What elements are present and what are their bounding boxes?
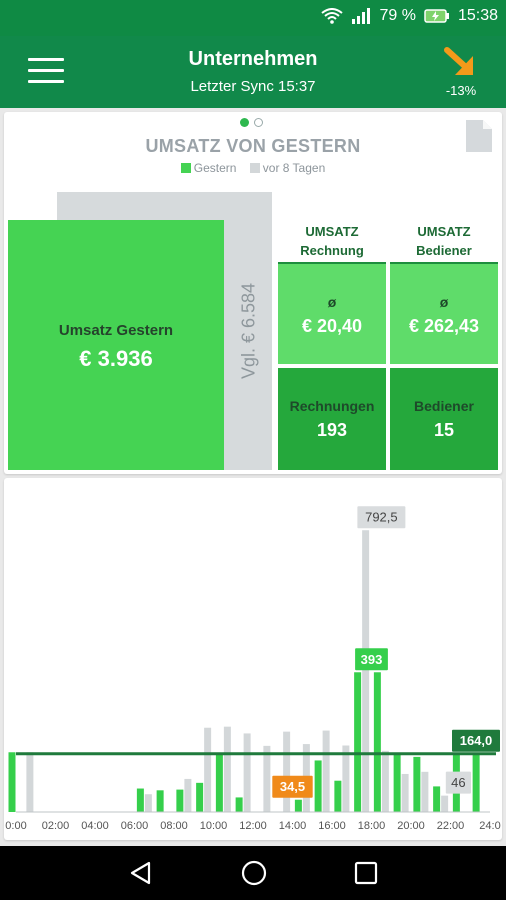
wifi-icon [321,8,344,24]
bar-vor-8-tagen [441,795,449,812]
bar-gestern [8,752,16,812]
col-header-rechnung: UMSATZ Rechnung [300,224,364,258]
x-tick-label: 20:00 [397,820,425,832]
sync-status: Letzter Sync 15:37 [190,78,316,95]
revenue-yesterday-label: Umsatz Gestern [58,322,174,339]
summary-title: UMSATZ VON GESTERN [145,136,361,156]
x-tick-label: 0:00 [5,820,26,832]
data-label-box [272,775,313,798]
page-indicator [240,118,263,127]
hourly-chart-card[interactable]: 0:00 02:00 04:00 06:00 08:00 10:00 12:00 14:00 1… [4,478,502,840]
page-dot-inactive [254,118,263,127]
bar-vor-8-tagen [144,794,152,812]
bar-gestern [294,799,302,812]
col-divider [390,262,498,264]
hourly-revenue-chart: 0:00 02:00 04:00 06:00 08:00 10:00 12:00 14:00 1… [5,506,501,832]
bar-gestern [334,780,342,812]
data-label-box [357,506,406,529]
bar-vor-8-tagen [381,750,389,812]
x-tick-label: 08:00 [160,820,188,832]
bar-vor-8-tagen [401,773,409,812]
back-icon[interactable] [128,860,154,886]
x-tick-label: 06:00 [121,820,149,832]
app-bar: Unternehmen Letzter Sync 15:37 -13% [0,36,506,108]
bar-vor-8-tagen [421,771,429,812]
bar-gestern [393,752,401,812]
x-tick-label: 18:00 [358,820,386,832]
bar-vor-8-tagen [342,745,350,812]
data-label: 46 [451,775,465,790]
col-divider [278,262,386,264]
x-tick-label: 22:00 [437,820,465,832]
data-label-box [355,648,388,671]
bar-gestern [413,756,421,812]
col-header-bediener: UMSATZ Bediener [416,224,472,258]
clock: 15:38 [457,7,498,24]
bar-gestern [196,782,204,812]
x-tick-label: 10:00 [200,820,228,832]
bar-gestern [373,672,381,812]
bar-vor-8-tagen [26,752,34,812]
data-label: 164,0 [460,733,493,748]
bar-gestern [215,752,223,812]
legend-item-vor-8-tagen: vor 8 Tagen [249,161,325,175]
bar-gestern [354,672,362,812]
bar-gestern [433,786,441,812]
summary-card[interactable]: UMSATZ VON GESTERN Gestern vor 8 Tagen U… [4,112,502,474]
bar-gestern [235,797,243,812]
bar-gestern [314,760,322,812]
signal-icon [352,8,371,24]
data-label: 393 [361,652,383,667]
legend-item-gestern: Gestern [180,161,236,175]
bar-vor-8-tagen [223,726,231,812]
bar-gestern [176,789,184,812]
invoices-count-tile: Rechnungen 193 [278,368,386,470]
x-tick-label: 24:0 [479,820,500,832]
bar-vor-8-tagen [204,727,212,812]
menu-icon[interactable] [28,58,64,86]
compare-label-container: Vgl. € 6.584 [226,192,272,470]
navigation-bar [0,846,506,900]
page-dot-active [240,118,249,127]
bar-gestern [136,788,144,812]
revenue-yesterday-block: Umsatz Gestern € 3.936 [8,220,224,470]
bar-gestern [472,753,480,812]
avg-per-invoice-tile: ø € 20,40 [278,264,386,364]
status-icons: 79 % 15:38 [321,7,498,25]
recent-apps-icon[interactable] [354,861,378,885]
x-tick-label: 02:00 [42,820,70,832]
bar-vor-8-tagen [243,733,251,812]
bar-gestern [156,790,164,812]
data-label-box [452,729,500,752]
data-label-box [445,771,471,794]
chart-legend: Gestern vor 8 Tagen [0,161,506,175]
battery-percent: 79 % [379,7,416,24]
trend-percent: -13% [445,83,477,98]
bar-vor-8-tagen [283,731,291,812]
x-tick-label: 16:00 [318,820,346,832]
bar-vor-8-tagen [322,730,330,812]
arrow-down-right-icon [444,47,473,75]
bar-vor-8-tagen [263,745,271,812]
status-bar: 79 % 15:38 [0,0,506,36]
bar-vor-8-tagen [184,778,192,812]
home-icon[interactable] [240,859,268,887]
operators-count-tile: Bediener 15 [390,368,498,470]
revenue-yesterday-value: € 3.936 [79,346,153,371]
x-tick-label: 12:00 [239,820,267,832]
compare-label: Vgl. € 6.584 [238,282,259,380]
x-tick-label: 14:00 [279,820,307,832]
x-tick-label: 04:00 [81,820,109,832]
data-label: 34,5 [280,779,305,794]
battery-charging-icon [424,9,449,23]
data-label: 792,5 [365,510,398,525]
trend-indicator[interactable]: -13% [436,46,486,98]
page-title: Unternehmen [188,48,318,70]
document-icon[interactable] [466,120,492,152]
avg-per-operator-tile: ø € 262,43 [390,264,498,364]
bar-vor-8-tagen [362,530,370,812]
